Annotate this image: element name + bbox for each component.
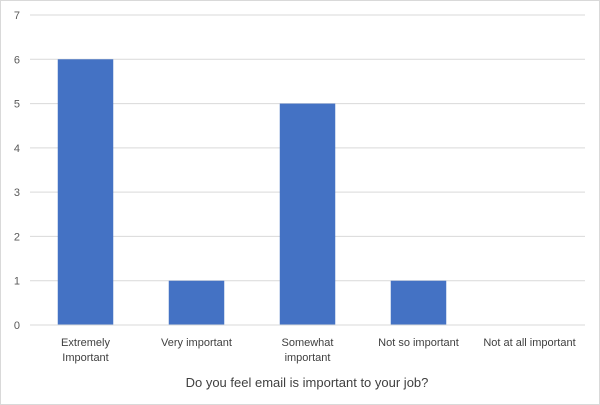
category-label-line: Not at all important [483,337,575,349]
bar [390,280,447,325]
bar [57,59,114,326]
bars [57,59,447,326]
y-tick-label: 4 [14,143,20,155]
category-label-line: Important [62,352,108,364]
category-label: Not at all important [483,337,575,349]
category-label: Very important [161,337,232,349]
x-axis-title: Do you feel email is important to your j… [186,375,429,390]
category-label: Extremely Important [61,337,110,364]
y-tick-label: 7 [14,10,20,22]
category-label-line: Not so important [378,337,459,349]
bar [168,280,225,325]
y-tick-label: 3 [14,187,20,199]
category-label-line: Extremely [61,337,110,349]
y-tick-label: 2 [14,231,20,243]
category-label-line: Very important [161,337,232,349]
category-label-line: Somewhat [282,337,334,349]
bar [279,103,336,325]
y-tick-label: 1 [14,276,20,288]
category-label: Somewhat important [282,337,334,364]
y-axis-tick-labels: 0 1 2 3 4 5 6 7 [14,10,20,332]
category-label-line: important [285,352,331,364]
x-axis-category-labels: Extremely Important Very important Somewhat… [61,337,576,364]
y-tick-label: 6 [14,54,20,66]
y-tick-label: 0 [14,320,20,332]
y-tick-label: 5 [14,99,20,111]
category-label: Not so important [378,337,459,349]
